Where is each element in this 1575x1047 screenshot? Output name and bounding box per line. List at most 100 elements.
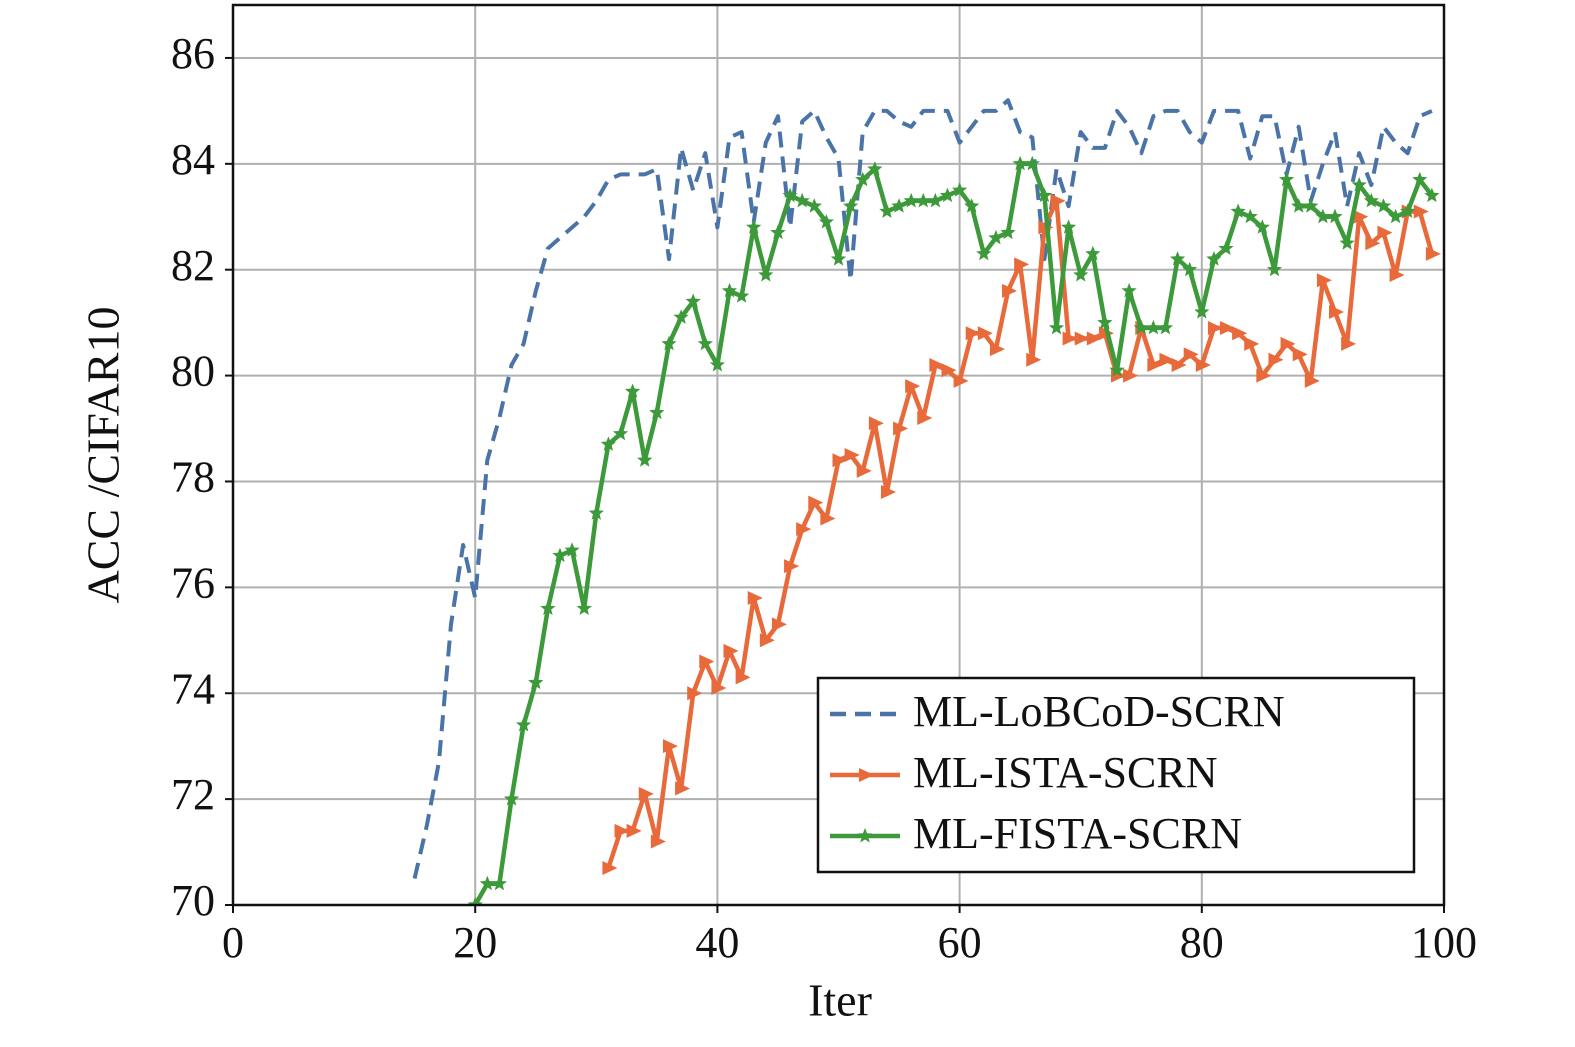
point-marker (1061, 219, 1077, 234)
point-marker (1266, 261, 1283, 277)
point-marker (1086, 331, 1102, 346)
point-marker (1279, 171, 1295, 187)
point-marker (649, 404, 665, 420)
point-marker (879, 203, 895, 218)
point-marker (1242, 208, 1258, 224)
point-marker (735, 670, 751, 685)
point-marker (1062, 331, 1078, 346)
point-marker (564, 542, 580, 557)
point-marker (1220, 320, 1236, 335)
y-tick-label: 74 (171, 664, 215, 713)
point-marker (1291, 198, 1307, 213)
point-marker (612, 425, 629, 441)
point-marker (600, 436, 616, 451)
point-marker (939, 187, 956, 203)
point-marker (1012, 155, 1028, 171)
point-marker (1085, 245, 1101, 261)
point-marker (734, 288, 750, 303)
point-marker (1315, 208, 1331, 224)
point-marker (759, 633, 775, 648)
point-marker (1412, 171, 1428, 187)
point-marker (965, 326, 981, 341)
point-marker (1048, 319, 1065, 335)
point-marker (528, 674, 544, 690)
point-marker (588, 505, 604, 520)
point-marker (491, 875, 507, 891)
plot-frame (231, 3, 1446, 907)
point-marker (1000, 224, 1016, 240)
point-marker (844, 448, 860, 462)
point-marker (1206, 251, 1222, 266)
point-marker (1157, 319, 1174, 335)
point-marker (467, 897, 483, 905)
point-marker (1002, 283, 1018, 298)
point-marker (758, 267, 774, 282)
point-marker (893, 421, 909, 436)
y-tick-label: 86 (171, 29, 215, 78)
point-marker (721, 282, 738, 298)
point-marker (1388, 208, 1404, 224)
point-marker (1050, 193, 1066, 208)
series-line (473, 161, 1434, 905)
point-marker (711, 680, 727, 695)
point-marker (927, 192, 943, 208)
point-marker (516, 717, 532, 732)
point-marker (1292, 347, 1308, 362)
point-marker (1244, 336, 1260, 351)
point-marker (1194, 304, 1210, 319)
point-marker (856, 463, 872, 478)
point-marker (1413, 204, 1429, 219)
y-axis-label: ACC /CIFAR10 (78, 307, 129, 604)
point-marker (868, 416, 884, 431)
point-marker (1327, 208, 1343, 224)
legend: ML-LoBCoD-SCRN ML-ISTA-SCRN ML-FISTA-SCRN (816, 676, 1416, 874)
point-marker (808, 495, 824, 510)
point-marker (1207, 320, 1223, 335)
point-marker (1036, 187, 1052, 203)
point-marker (1195, 358, 1211, 372)
point-marker (625, 383, 641, 398)
point-marker (1109, 362, 1125, 377)
point-marker (540, 600, 556, 615)
point-marker (818, 214, 834, 229)
point-marker (602, 860, 618, 875)
point-marker (1073, 267, 1089, 282)
point-marker (905, 379, 921, 394)
point-marker (699, 654, 715, 669)
point-marker (552, 547, 568, 563)
point-marker (855, 171, 871, 187)
point-marker (1363, 192, 1379, 208)
point-marker (1280, 336, 1296, 351)
point-marker (1377, 225, 1393, 240)
point-marker (479, 875, 495, 891)
point-marker (1026, 352, 1042, 367)
x-tick-label: 0 (222, 918, 244, 967)
point-marker (697, 335, 713, 351)
point-marker (1256, 368, 1272, 383)
point-marker (687, 686, 703, 701)
point-marker (661, 335, 677, 351)
point-marker (1074, 331, 1090, 346)
point-marker (784, 559, 800, 574)
point-marker (891, 198, 907, 213)
point-marker (675, 781, 691, 796)
point-marker (830, 251, 847, 266)
point-marker (1147, 358, 1163, 372)
point-marker (953, 373, 969, 388)
x-tick-label: 80 (1180, 918, 1224, 967)
point-marker (1400, 203, 1416, 218)
x-tick-label: 60 (938, 918, 982, 967)
legend-label: ML-LoBCoD-SCRN (913, 687, 1285, 736)
y-tick-label: 84 (171, 135, 215, 184)
point-marker (976, 245, 992, 261)
point-marker (1171, 358, 1187, 372)
point-marker (1182, 261, 1198, 277)
point-marker (770, 224, 786, 240)
point-marker (903, 192, 919, 208)
point-marker (685, 293, 701, 308)
y-tick-label: 82 (171, 241, 215, 290)
point-marker (662, 739, 678, 754)
point-marker (1254, 219, 1270, 234)
point-marker (1014, 257, 1030, 272)
x-axis-label: Iter (808, 975, 872, 1026)
